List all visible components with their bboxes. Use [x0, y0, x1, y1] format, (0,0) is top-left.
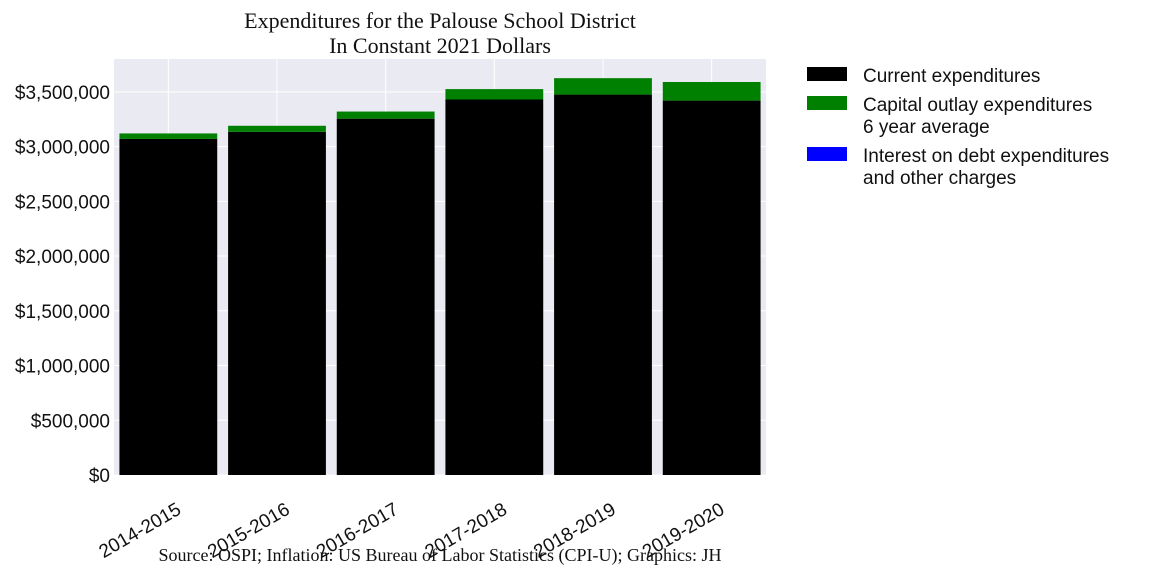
bar-segment-series-0	[662, 100, 761, 475]
y-tick-label: $1,500,000	[15, 302, 110, 323]
y-tick-label: $0	[89, 466, 110, 487]
legend-label: Current expenditures	[863, 66, 1040, 87]
plot-area	[114, 59, 766, 475]
bar-segment-series-1	[662, 81, 761, 101]
legend-label: Interest on debt expenditures and other c…	[863, 146, 1109, 189]
bars	[119, 78, 761, 476]
chart-title-line-1: Expenditures for the Palouse School Dist…	[244, 8, 636, 33]
bar-segment-series-1	[554, 78, 652, 95]
y-tick-label: $3,500,000	[15, 83, 110, 104]
legend-swatch	[807, 96, 847, 110]
legend-swatch	[807, 147, 847, 161]
chart-title-line-2: In Constant 2021 Dollars	[329, 33, 551, 58]
y-tick-label: $3,000,000	[15, 138, 110, 159]
legend: Current expenditures Capital outlay expen…	[807, 66, 1109, 189]
bar-segment-series-0	[336, 118, 435, 476]
source-caption: Source: OSPI; Inflation: US Bureau of La…	[159, 545, 722, 566]
bar-segment-series-1	[119, 133, 218, 139]
legend-swatch	[807, 67, 847, 81]
y-tick-label: $2,500,000	[15, 192, 110, 213]
y-tick-label: $1,000,000	[15, 357, 110, 378]
bar-segment-series-1	[445, 89, 544, 100]
bar-segment-series-0	[228, 131, 326, 476]
legend-entry: Interest on debt expenditures and other c…	[807, 146, 1109, 189]
legend-label: Capital outlay expenditures 6 year averag…	[863, 95, 1092, 138]
y-tick-label: $500,000	[31, 411, 110, 432]
y-axis-ticks: $0 $500,000 $1,000,000 $1,500,000 $2,000,000…	[15, 83, 110, 487]
bar-segment-series-0	[554, 94, 652, 475]
y-tick-label: $2,000,000	[15, 247, 110, 268]
bar-segment-series-0	[445, 99, 544, 476]
bar-segment-series-1	[336, 111, 435, 119]
chart-title: Expenditures for the Palouse School Dist…	[244, 8, 636, 58]
bar-segment-series-1	[228, 125, 326, 132]
legend-entry: Capital outlay expenditures 6 year averag…	[807, 95, 1092, 138]
legend-entry: Current expenditures	[807, 66, 1040, 87]
bar-segment-series-0	[119, 138, 218, 476]
